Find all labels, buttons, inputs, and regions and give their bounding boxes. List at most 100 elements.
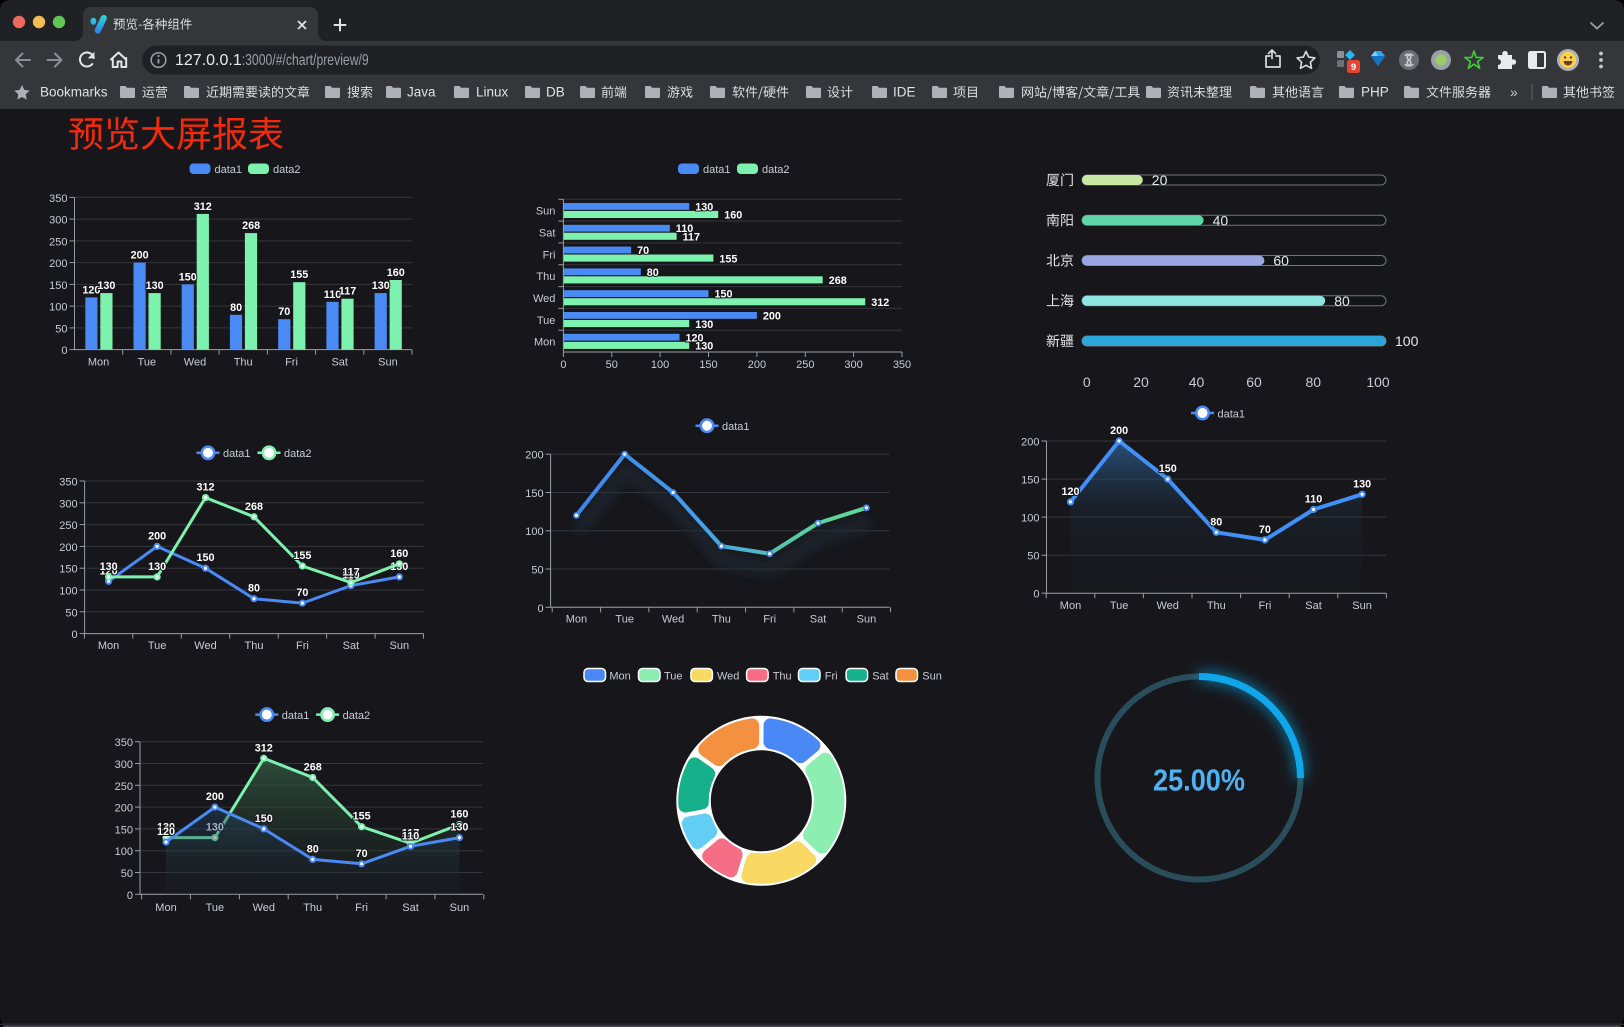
svg-text:100: 100: [1021, 513, 1039, 525]
svg-text:110: 110: [402, 830, 419, 842]
svg-text:Fri: Fri: [355, 902, 368, 914]
svg-text:40: 40: [1213, 212, 1229, 228]
svg-text:Mon: Mon: [566, 614, 587, 626]
svg-text:130: 130: [695, 341, 713, 353]
svg-text:Fri: Fri: [543, 249, 556, 261]
svg-text:Thu: Thu: [245, 640, 264, 652]
svg-text:155: 155: [293, 550, 311, 562]
svg-text:Mon: Mon: [88, 357, 109, 369]
svg-text:Thu: Thu: [234, 357, 253, 369]
svg-text:250: 250: [796, 359, 814, 371]
svg-text:250: 250: [49, 236, 67, 248]
svg-text:Linux: Linux: [476, 85, 509, 100]
svg-text:Sat: Sat: [331, 357, 348, 369]
svg-text:100: 100: [525, 526, 543, 538]
svg-text:312: 312: [255, 742, 273, 754]
svg-text:Mon: Mon: [1060, 600, 1081, 612]
svg-text:150: 150: [179, 271, 197, 283]
svg-text:300: 300: [59, 498, 77, 510]
svg-text:155: 155: [719, 253, 737, 265]
svg-text:80: 80: [1334, 293, 1350, 309]
svg-text:20: 20: [1133, 374, 1149, 390]
svg-text:150: 150: [255, 813, 273, 825]
svg-text:Wed: Wed: [1156, 600, 1178, 612]
svg-text:80: 80: [307, 843, 319, 855]
svg-text:Sun: Sun: [536, 206, 556, 218]
svg-text:150: 150: [1159, 463, 1177, 475]
svg-text:130: 130: [157, 822, 175, 834]
svg-text:0: 0: [560, 359, 566, 371]
svg-text:150: 150: [59, 564, 77, 576]
svg-text:100: 100: [1366, 374, 1390, 390]
svg-text:350: 350: [59, 477, 77, 489]
svg-text:110: 110: [342, 570, 359, 582]
svg-text:0: 0: [61, 345, 67, 357]
svg-text:Tue: Tue: [1110, 600, 1129, 612]
svg-text:350: 350: [115, 737, 133, 749]
svg-text:50: 50: [1027, 551, 1039, 563]
svg-text:Mon: Mon: [155, 902, 176, 914]
svg-text:data1: data1: [282, 710, 310, 722]
svg-text:130: 130: [97, 280, 115, 292]
svg-text:130: 130: [1353, 478, 1371, 490]
svg-text:Wed: Wed: [662, 614, 684, 626]
svg-text:250: 250: [115, 781, 133, 793]
svg-text:Sun: Sun: [450, 902, 470, 914]
svg-text:150: 150: [115, 824, 133, 836]
svg-text:Sun: Sun: [378, 357, 398, 369]
svg-text:Wed: Wed: [717, 670, 739, 682]
svg-text:data2: data2: [762, 164, 790, 176]
svg-text:70: 70: [1259, 524, 1271, 536]
svg-text:Wed: Wed: [184, 357, 206, 369]
svg-text:Thu: Thu: [773, 670, 792, 682]
svg-text:Sun: Sun: [390, 640, 410, 652]
svg-text:Wed: Wed: [194, 640, 216, 652]
svg-text:200: 200: [748, 359, 766, 371]
svg-text:80: 80: [1306, 374, 1322, 390]
svg-text:110: 110: [676, 223, 693, 235]
svg-text:200: 200: [115, 803, 133, 815]
svg-text:127.0.0.1:3000/#/chart/preview: 127.0.0.1:3000/#/chart/preview/9: [175, 52, 369, 69]
svg-text:50: 50: [55, 323, 67, 335]
svg-text:150: 150: [49, 280, 67, 292]
svg-text:130: 130: [100, 561, 118, 573]
svg-text:150: 150: [699, 359, 717, 371]
svg-text:data2: data2: [273, 164, 301, 176]
svg-text:130: 130: [450, 822, 468, 834]
svg-text:117: 117: [683, 232, 700, 244]
svg-text:200: 200: [1110, 425, 1128, 437]
svg-text:80: 80: [248, 583, 260, 595]
svg-text:Tue: Tue: [664, 670, 683, 682]
svg-text:100: 100: [49, 302, 67, 314]
svg-text:130: 130: [148, 561, 166, 573]
svg-text:300: 300: [115, 759, 133, 771]
svg-text:Tue: Tue: [206, 902, 225, 914]
svg-text:Thu: Thu: [1207, 600, 1226, 612]
svg-text:80: 80: [230, 302, 242, 314]
svg-text:50: 50: [531, 565, 543, 577]
svg-text:130: 130: [372, 280, 390, 292]
svg-text:130: 130: [146, 280, 164, 292]
svg-text:268: 268: [829, 275, 847, 287]
svg-text:Sat: Sat: [402, 902, 419, 914]
svg-text:117: 117: [402, 827, 419, 839]
svg-text:data1: data1: [703, 164, 731, 176]
svg-text:350: 350: [49, 193, 67, 205]
svg-text:268: 268: [245, 501, 263, 513]
svg-text:Sat: Sat: [343, 640, 360, 652]
svg-text:Sat: Sat: [810, 614, 827, 626]
svg-text:Thu: Thu: [536, 271, 555, 283]
svg-text:100: 100: [651, 359, 669, 371]
svg-text:IDE: IDE: [893, 85, 916, 100]
svg-text:50: 50: [606, 359, 618, 371]
svg-text:100: 100: [59, 586, 77, 598]
svg-text:Tue: Tue: [537, 315, 556, 327]
svg-text:120: 120: [82, 284, 100, 296]
svg-text:Sat: Sat: [539, 228, 556, 240]
svg-text:Fri: Fri: [825, 670, 838, 682]
svg-text:Sat: Sat: [1305, 600, 1322, 612]
svg-text:312: 312: [871, 297, 889, 309]
svg-text:DB: DB: [546, 85, 565, 100]
svg-text:110: 110: [324, 289, 341, 301]
svg-text:Mon: Mon: [98, 640, 119, 652]
